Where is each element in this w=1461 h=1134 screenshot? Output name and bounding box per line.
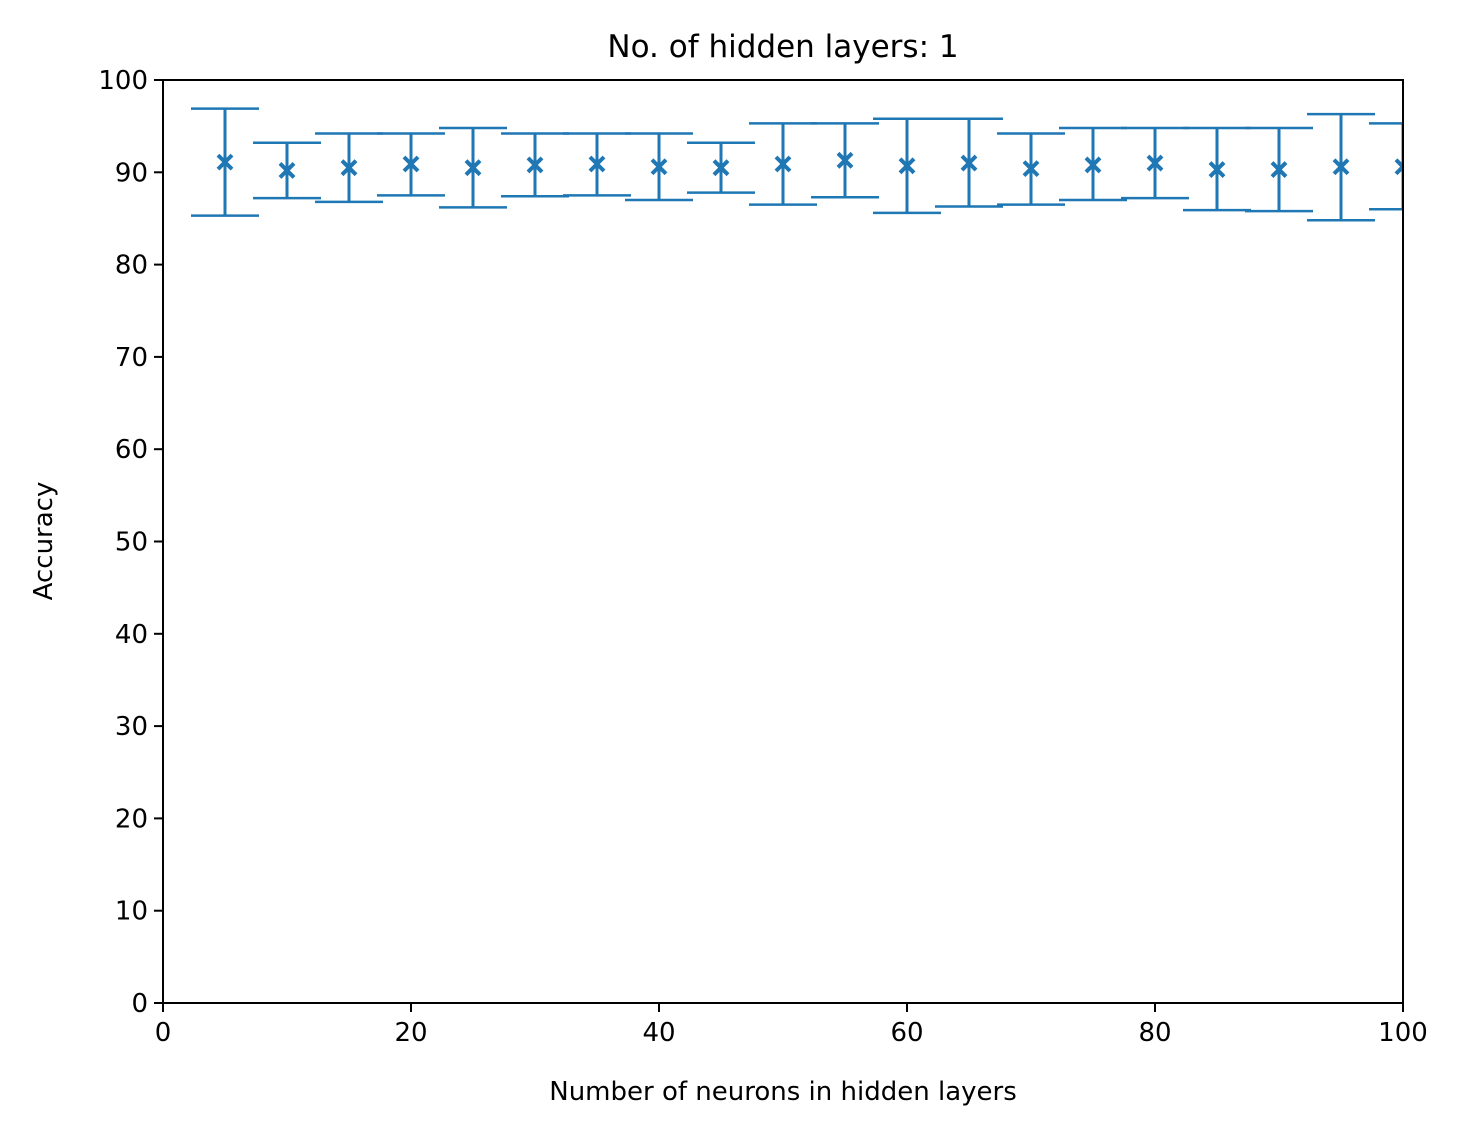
x-tick-label: 0 (155, 1018, 172, 1048)
data-point-marker (1146, 154, 1164, 172)
data-point-marker (278, 162, 296, 179)
y-tick-label: 50 (115, 528, 148, 558)
y-tick-label: 10 (115, 897, 148, 927)
data-point-marker (216, 153, 234, 171)
data-point-marker (898, 157, 916, 175)
error-bar (749, 122, 817, 206)
error-bar (873, 117, 941, 215)
data-marks (191, 107, 1403, 222)
x-axis-label: Number of neurons in hidden layers (549, 1077, 1017, 1107)
x-tick-label: 100 (1378, 1018, 1428, 1048)
x-tick-label: 80 (1138, 1018, 1171, 1048)
data-point-marker (526, 156, 544, 174)
data-point-marker (1208, 161, 1226, 178)
data-point-marker (774, 155, 792, 173)
y-tick-label: 70 (115, 343, 148, 373)
error-bar (1059, 126, 1127, 202)
y-tick-label: 100 (98, 66, 148, 96)
error-bar (687, 141, 755, 194)
y-axis-label: Accuracy (29, 482, 59, 601)
y-tick-label: 80 (115, 251, 148, 281)
error-bar (997, 132, 1065, 206)
y-axis: 0 10 20 30 40 50 60 70 80 90 100 (98, 66, 163, 1019)
data-point-marker (650, 158, 668, 176)
chart-title: No. of hidden layers: 1 (607, 29, 958, 65)
error-bar (439, 126, 507, 209)
error-bar (377, 132, 445, 197)
error-bar (1307, 112, 1375, 222)
error-bar (625, 132, 693, 202)
error-bar (191, 107, 259, 217)
error-bar (1121, 126, 1189, 200)
error-bar (1369, 122, 1403, 211)
error-bar (1245, 126, 1313, 213)
y-tick-label: 40 (115, 620, 148, 650)
x-tick-label: 60 (890, 1018, 923, 1048)
data-point-marker (464, 159, 482, 177)
data-point-marker (712, 159, 730, 177)
x-tick-label: 40 (642, 1018, 675, 1048)
data-point-marker (588, 155, 606, 173)
data-point-marker (1270, 161, 1288, 178)
error-bar (253, 141, 321, 200)
x-tick-label: 20 (394, 1018, 427, 1048)
data-point-marker (960, 154, 978, 172)
data-point-marker (402, 155, 420, 173)
y-tick-label: 0 (131, 989, 148, 1019)
data-point-marker (836, 151, 854, 169)
data-point-marker (1084, 156, 1102, 174)
data-point-marker (1022, 160, 1040, 178)
data-point-marker (1394, 158, 1403, 176)
error-bar (811, 122, 879, 199)
error-bar (1183, 126, 1251, 212)
y-tick-label: 30 (115, 712, 148, 742)
y-tick-label: 60 (115, 435, 148, 465)
error-bar (501, 132, 569, 198)
data-point-marker (340, 159, 358, 177)
y-tick-label: 20 (115, 804, 148, 834)
data-point-marker (1332, 158, 1350, 176)
error-bar (563, 132, 631, 197)
error-bar (935, 117, 1003, 208)
y-tick-label: 90 (115, 158, 148, 188)
error-bar (315, 132, 383, 204)
x-axis: 0 20 40 60 80 100 (155, 1003, 1428, 1048)
